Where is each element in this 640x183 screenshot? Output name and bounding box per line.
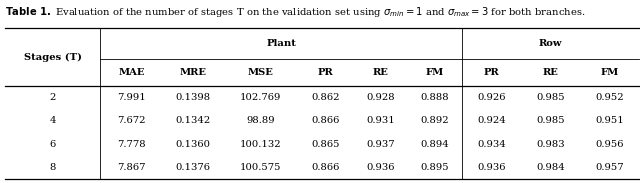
Text: 0.865: 0.865 <box>311 140 340 149</box>
Text: 0.892: 0.892 <box>420 116 449 125</box>
Text: RE: RE <box>543 68 559 77</box>
Text: 0.934: 0.934 <box>477 140 506 149</box>
Text: FM: FM <box>426 68 444 77</box>
Text: Row: Row <box>539 39 563 48</box>
Text: FM: FM <box>600 68 618 77</box>
Text: PR: PR <box>484 68 500 77</box>
Text: 0.985: 0.985 <box>536 116 565 125</box>
Text: Stages (T): Stages (T) <box>24 53 82 62</box>
Text: 0.983: 0.983 <box>536 140 565 149</box>
Text: 7.778: 7.778 <box>117 140 146 149</box>
Text: 0.984: 0.984 <box>536 163 565 172</box>
Text: 0.956: 0.956 <box>595 140 623 149</box>
Text: 98.89: 98.89 <box>246 116 275 125</box>
Text: 100.132: 100.132 <box>240 140 282 149</box>
Text: 0.931: 0.931 <box>366 116 395 125</box>
Text: 0.936: 0.936 <box>366 163 394 172</box>
Text: 0.1398: 0.1398 <box>175 93 211 102</box>
Text: 0.951: 0.951 <box>595 116 624 125</box>
Text: 6: 6 <box>49 140 56 149</box>
Text: 0.957: 0.957 <box>595 163 623 172</box>
Text: MSE: MSE <box>248 68 274 77</box>
Text: 7.991: 7.991 <box>117 93 146 102</box>
Text: MAE: MAE <box>118 68 145 77</box>
Text: 0.888: 0.888 <box>420 93 449 102</box>
Text: MRE: MRE <box>180 68 207 77</box>
Text: 0.1342: 0.1342 <box>175 116 211 125</box>
Text: PR: PR <box>317 68 333 77</box>
Text: 8: 8 <box>49 163 56 172</box>
Text: 0.862: 0.862 <box>311 93 340 102</box>
Text: 102.769: 102.769 <box>240 93 282 102</box>
Text: 7.867: 7.867 <box>117 163 146 172</box>
Text: 0.924: 0.924 <box>477 116 506 125</box>
Text: 0.866: 0.866 <box>311 116 340 125</box>
Text: 100.575: 100.575 <box>240 163 282 172</box>
Text: 0.936: 0.936 <box>477 163 506 172</box>
Text: RE: RE <box>372 68 388 77</box>
Text: 4: 4 <box>49 116 56 125</box>
Text: 0.894: 0.894 <box>420 140 449 149</box>
Text: 0.985: 0.985 <box>536 93 565 102</box>
Text: 0.928: 0.928 <box>366 93 395 102</box>
Text: 0.866: 0.866 <box>311 163 340 172</box>
Text: Plant: Plant <box>266 39 296 48</box>
Text: 7.672: 7.672 <box>117 116 146 125</box>
Text: 0.926: 0.926 <box>477 93 506 102</box>
Text: 0.952: 0.952 <box>595 93 623 102</box>
Text: 0.895: 0.895 <box>420 163 449 172</box>
Text: 0.937: 0.937 <box>366 140 395 149</box>
Text: $\mathbf{Table\ 1.}$ Evaluation of the number of stages T on the validation set : $\mathbf{Table\ 1.}$ Evaluation of the n… <box>5 5 586 19</box>
Text: 2: 2 <box>49 93 56 102</box>
Text: 0.1360: 0.1360 <box>175 140 211 149</box>
Text: 0.1376: 0.1376 <box>175 163 211 172</box>
